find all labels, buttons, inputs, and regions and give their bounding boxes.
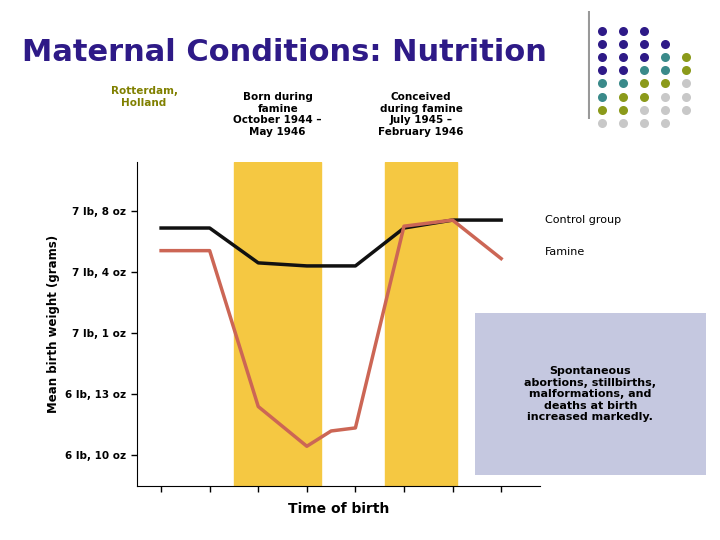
Y-axis label: Mean birth weight (grams): Mean birth weight (grams) xyxy=(47,235,60,413)
Text: Conceived
during famine
July 1945 –
February 1946: Conceived during famine July 1945 – Febr… xyxy=(378,92,464,137)
Bar xyxy=(384,162,457,486)
Text: Spontaneous
abortions, stillbirths,
malformations, and
deaths at birth
increased: Spontaneous abortions, stillbirths, malf… xyxy=(524,366,657,422)
Text: Rotterdam,
Holland: Rotterdam, Holland xyxy=(111,86,178,108)
Text: Born during
famine
October 1944 –
May 1946: Born during famine October 1944 – May 19… xyxy=(233,92,322,137)
Text: Control group: Control group xyxy=(545,215,621,225)
Text: Maternal Conditions: Nutrition: Maternal Conditions: Nutrition xyxy=(22,38,546,68)
X-axis label: Time of birth: Time of birth xyxy=(288,502,389,516)
Text: Famine: Famine xyxy=(545,247,585,258)
Bar xyxy=(234,162,321,486)
FancyBboxPatch shape xyxy=(468,308,713,480)
